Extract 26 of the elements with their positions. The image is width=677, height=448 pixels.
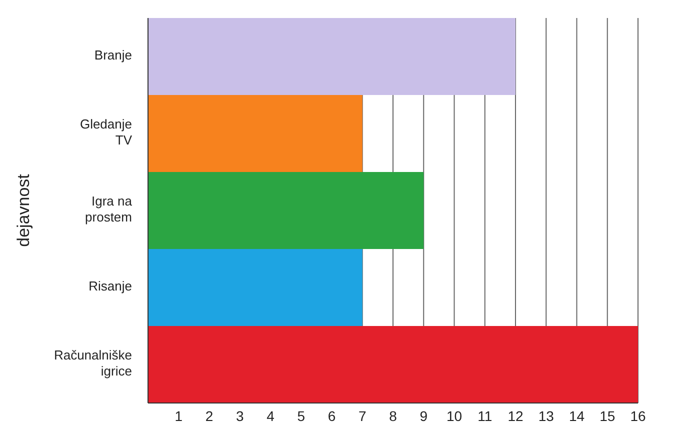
- x-tick-label: 2: [205, 408, 214, 424]
- x-tick-label: 5: [297, 408, 306, 424]
- x-tick-label: 16: [630, 408, 646, 424]
- bar: [148, 95, 362, 172]
- bar: [148, 18, 516, 95]
- bar: [148, 172, 424, 249]
- x-tick-label: 3: [236, 408, 244, 424]
- y-tick-label: Risanje: [88, 278, 132, 294]
- x-tick-label: 8: [389, 408, 398, 424]
- x-tick-label: 7: [358, 408, 366, 424]
- y-tick-label: Igra na prostem: [85, 194, 133, 225]
- x-tick-label: 13: [538, 408, 554, 424]
- y-tick-label: Branje: [94, 48, 132, 63]
- y-tick-label: Gledanje TV: [80, 116, 132, 148]
- x-tick-label: 10: [446, 408, 462, 424]
- x-tick-label: 12: [508, 408, 524, 424]
- y-tick-label: Računalniške igrice: [54, 348, 132, 379]
- bar: [148, 249, 362, 326]
- x-tick-label: 15: [600, 408, 616, 424]
- x-tick-label: 6: [328, 408, 336, 424]
- x-tick-label: 1: [174, 408, 183, 424]
- x-tick-label: 14: [568, 408, 585, 424]
- x-tick-label: 11: [478, 408, 492, 424]
- x-tick-label: 4: [266, 408, 275, 424]
- x-tick-label: 9: [420, 408, 428, 424]
- y-axis-title: dejavnost: [14, 174, 34, 247]
